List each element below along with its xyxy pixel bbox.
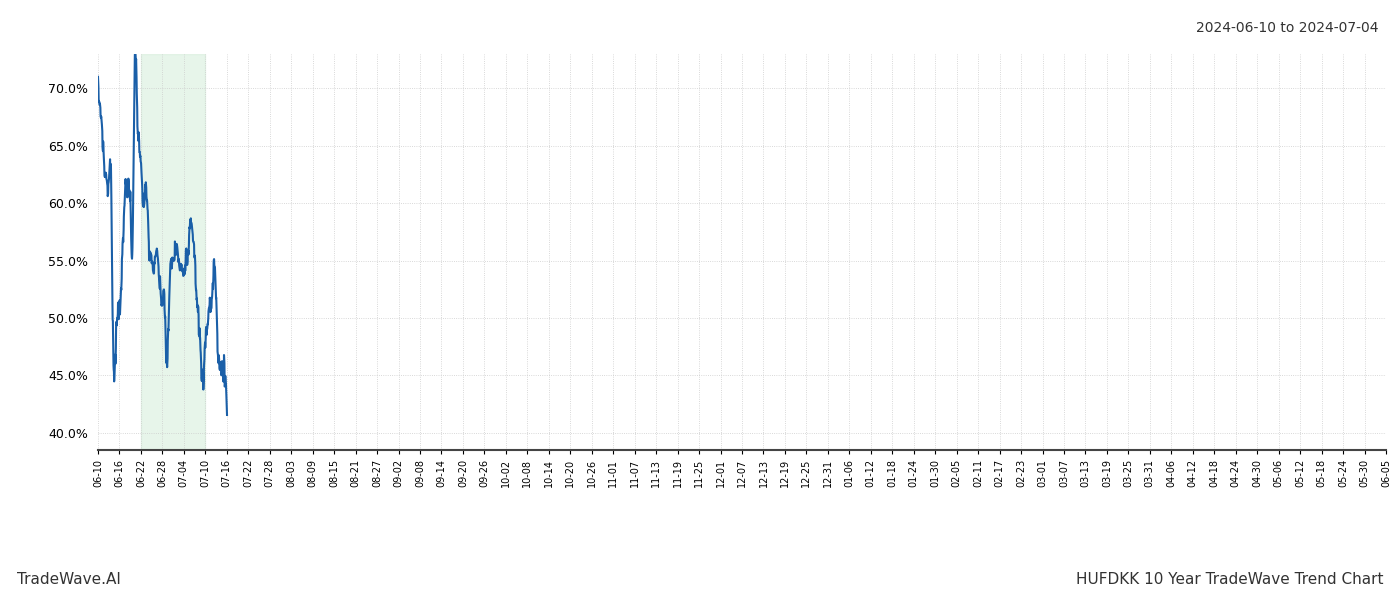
Text: HUFDKK 10 Year TradeWave Trend Chart: HUFDKK 10 Year TradeWave Trend Chart	[1075, 572, 1383, 587]
Text: 2024-06-10 to 2024-07-04: 2024-06-10 to 2024-07-04	[1197, 21, 1379, 35]
Bar	[141, 54, 206, 450]
Text: TradeWave.AI: TradeWave.AI	[17, 572, 120, 587]
